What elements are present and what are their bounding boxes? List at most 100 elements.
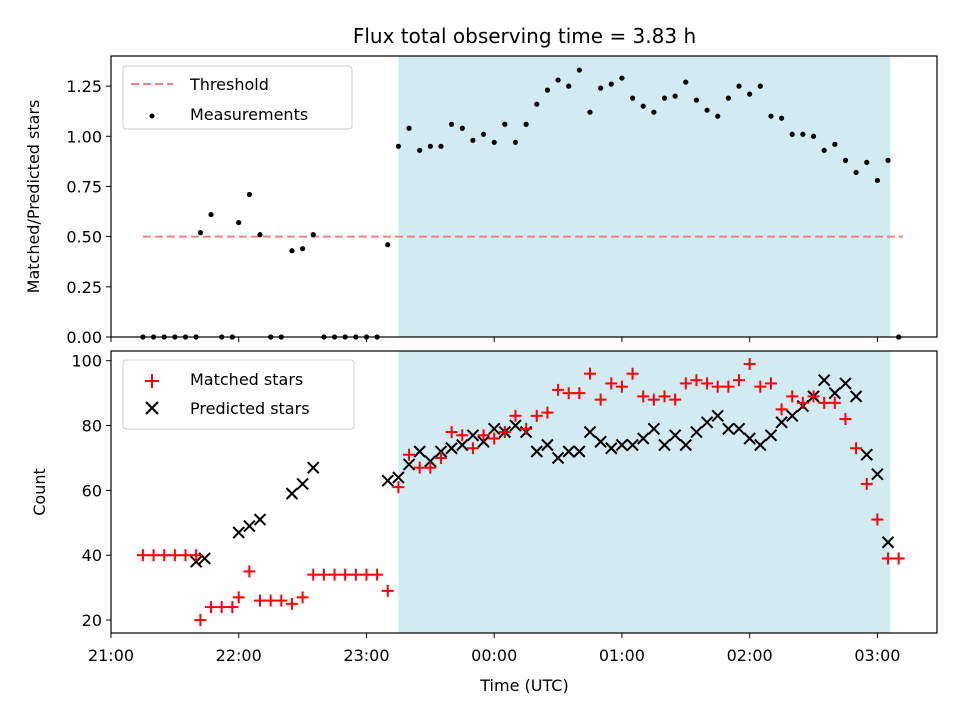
predicted-stars-stroke (198, 552, 211, 565)
measurement-point (587, 109, 593, 115)
matched-stars-point (498, 426, 511, 439)
matched-stars-point (871, 513, 884, 526)
predicted-stars-stroke (605, 442, 618, 455)
matched-stars-point (647, 393, 660, 406)
matched-stars-point (583, 367, 596, 380)
measurement-point (491, 139, 497, 145)
measurements-series (140, 67, 902, 340)
matched-stars-point (615, 380, 628, 393)
predicted-stars-stroke (296, 477, 309, 491)
x-tick-label: 23:00 (343, 646, 389, 665)
matched-stars-point (594, 393, 607, 406)
predicted-stars-stroke (743, 432, 756, 445)
predicted-stars-point (253, 513, 267, 526)
matched-stars-point (275, 594, 288, 607)
predicted-stars-point (764, 429, 778, 442)
top-observing-span (398, 56, 891, 337)
measurement-point (821, 147, 827, 153)
predicted-stars-point (839, 377, 852, 390)
measurement-point (853, 169, 859, 176)
predicted-stars-stroke (424, 454, 437, 468)
matched-stars-point (434, 451, 447, 464)
predicted-stars-point (487, 422, 501, 436)
matched-stars-point (392, 481, 405, 494)
matched-stars-point (466, 442, 479, 455)
matched-stars-series (136, 357, 905, 627)
matched-stars-point (818, 396, 831, 409)
predicted-stars-point (381, 474, 394, 487)
matched-stars-point (882, 552, 895, 565)
matched-stars-point (215, 601, 228, 614)
matched-stars-point (892, 552, 905, 565)
matched-stars-point (136, 549, 149, 562)
predicted-stars-point (626, 438, 639, 452)
predicted-stars-stroke (307, 461, 320, 474)
predicted-stars-stroke (487, 422, 501, 436)
bottom-y-tick-label: 100 (71, 352, 102, 371)
legend-matched-label: Matched stars (190, 370, 303, 389)
predicted-stars-stroke (860, 448, 873, 461)
predicted-stars-stroke (232, 526, 245, 539)
measurement-point (629, 95, 636, 101)
matched-stars-point (424, 461, 437, 474)
predicted-stars-point (402, 458, 416, 471)
bottom-y-tick-label: 20 (82, 611, 102, 630)
top-y-tick-label: 1.25 (66, 77, 102, 96)
predicted-stars-stroke (243, 519, 256, 533)
predicted-stars-point (722, 422, 735, 436)
matched-stars-point (679, 377, 692, 390)
matched-stars-point (190, 549, 203, 562)
measurement-point (661, 95, 668, 101)
predicted-stars-point (509, 419, 522, 432)
predicted-stars-point (690, 425, 703, 439)
predicted-stars-stroke (668, 429, 682, 442)
matched-stars-point (403, 448, 416, 461)
matched-stars-point (764, 377, 777, 390)
matched-stars-point (179, 549, 192, 562)
matched-stars-point (552, 383, 565, 396)
matched-stars-point (194, 614, 207, 627)
predicted-stars-stroke (722, 422, 735, 436)
matched-stars-point (573, 387, 586, 400)
measurement-point (800, 131, 806, 137)
predicted-stars-point (775, 416, 788, 429)
legend-predicted-swatch (145, 401, 159, 415)
predicted-stars-stroke (637, 432, 650, 445)
predicted-stars-point (828, 386, 842, 400)
bottom-observing-span (398, 351, 891, 633)
matched-stars-point (775, 403, 788, 416)
predicted-stars-stroke (253, 513, 267, 526)
predicted-stars-point (413, 445, 426, 458)
predicted-stars-point (551, 451, 565, 465)
matched-stars-point (850, 442, 863, 455)
predicted-stars-stroke (456, 438, 469, 452)
measurement-point (768, 113, 774, 119)
measurement-point (747, 91, 753, 97)
predicted-stars-point (189, 555, 203, 568)
bottom-axis-ticks: 20 40 60 80 100 21:00 22:00 23:00 00:00 01:00 02:0… (71, 352, 900, 665)
predicted-stars-stroke (775, 416, 788, 429)
predicted-stars-point (711, 409, 724, 423)
predicted-stars-point (583, 425, 597, 439)
predicted-stars-stroke (541, 438, 554, 452)
matched-stars-point (307, 568, 320, 581)
predicted-stars-stroke (626, 438, 639, 452)
predicted-stars-stroke (711, 409, 724, 423)
measurement-point (534, 101, 540, 107)
predicted-stars-stroke (764, 429, 778, 442)
measurement-point (299, 246, 306, 252)
predicted-stars-point (658, 438, 671, 452)
matched-stars-point (264, 594, 277, 607)
matched-stars-point (456, 429, 469, 442)
measurement-point (310, 232, 316, 238)
predicted-stars-stroke (413, 445, 426, 458)
measurement-point (608, 81, 614, 87)
predicted-stars-point (594, 435, 607, 448)
measurement-point (736, 83, 742, 89)
matched-stars-point (413, 461, 426, 474)
predicted-stars-point (881, 536, 895, 549)
x-tick-label: 01:00 (599, 646, 645, 665)
top-plot-frame (110, 55, 938, 338)
measurement-point (544, 87, 551, 93)
predicted-stars-point (679, 438, 693, 452)
